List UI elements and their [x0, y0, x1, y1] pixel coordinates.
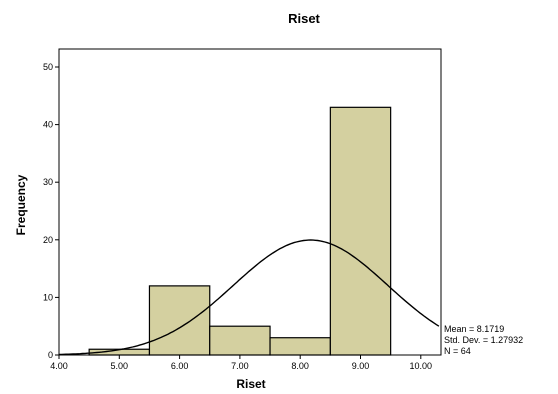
y-tick-label: 30: [43, 177, 53, 187]
stats-std-dev: Std. Dev. = 1.27932: [444, 335, 523, 345]
y-tick-label: 0: [48, 350, 53, 360]
x-tick-label: 9.00: [352, 361, 370, 371]
histogram-bar: [269, 337, 331, 356]
x-tick-label: 6.00: [171, 361, 189, 371]
y-tick-label: 10: [43, 292, 53, 302]
histogram-bar: [148, 285, 211, 356]
y-tick-label: 40: [43, 120, 53, 130]
y-tick-label: 50: [43, 62, 53, 72]
histogram-bar: [329, 106, 392, 356]
x-tick-label: 4.00: [50, 361, 68, 371]
chart-title: Riset: [288, 11, 320, 26]
x-tick-label: 10.00: [410, 361, 433, 371]
x-axis-label: Riset: [236, 377, 265, 391]
x-tick-label: 8.00: [291, 361, 309, 371]
stats-n: N = 64: [444, 346, 471, 356]
histogram-bar: [209, 325, 271, 356]
normal-curve: [59, 239, 440, 356]
y-axis-label: Frequency: [14, 174, 28, 235]
x-tick-label: 5.00: [111, 361, 129, 371]
stats-mean: Mean = 8.1719: [444, 324, 504, 334]
x-tick-label: 7.00: [231, 361, 249, 371]
plot-area: 0 10 20 30 40 50 4.00 5.00 6.00 7.00 8.00 9.00 10.00: [43, 48, 442, 371]
y-tick-label: 20: [43, 235, 53, 245]
